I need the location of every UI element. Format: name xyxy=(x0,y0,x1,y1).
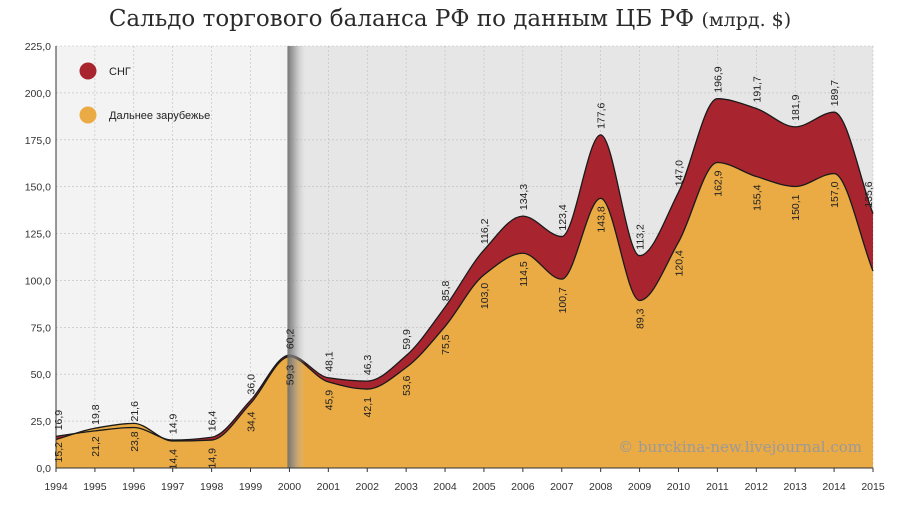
x-tick-label: 1994 xyxy=(44,481,68,493)
data-label-far-abroad: 34,4 xyxy=(246,411,258,432)
y-tick-label: 75,0 xyxy=(31,322,52,334)
y-tick-label: 175,0 xyxy=(25,135,51,147)
legend-label: СНГ xyxy=(109,66,131,78)
data-label-total: 135,6 xyxy=(863,181,875,207)
chart-title-unit: (млрд. $) xyxy=(701,9,792,31)
x-tick-label: 2007 xyxy=(550,481,574,493)
data-label-total: 196,9 xyxy=(712,66,724,92)
x-tick-label: 2008 xyxy=(589,481,613,493)
x-tick-label: 2012 xyxy=(745,481,769,493)
data-label-total: 19,8 xyxy=(90,404,102,425)
data-label-total: 191,7 xyxy=(751,76,763,102)
x-tick-label: 2001 xyxy=(317,481,341,493)
y-tick-label: 0,0 xyxy=(36,463,51,475)
data-label-far-abroad: 14,9 xyxy=(207,448,219,469)
x-tick-label: 1996 xyxy=(122,481,146,493)
data-label-total: 147,0 xyxy=(673,160,685,186)
series-area-far-abroad xyxy=(56,162,873,468)
legend-swatch xyxy=(79,62,97,80)
y-tick-label: 150,0 xyxy=(25,182,51,194)
legend-label: Дальнее зарубежье xyxy=(109,110,210,122)
data-label-total: 113,2 xyxy=(635,224,647,250)
data-label-far-abroad: 114,5 xyxy=(518,261,530,287)
data-label-far-abroad: 23,8 xyxy=(129,431,141,452)
data-label-total: 123,4 xyxy=(557,204,569,230)
data-label-total: 181,9 xyxy=(790,94,802,120)
x-tick-label: 2013 xyxy=(784,481,808,493)
data-label-far-abroad: 150,1 xyxy=(790,194,802,220)
data-label-total: 46,3 xyxy=(362,355,374,376)
data-label-far-abroad: 45,9 xyxy=(323,390,335,411)
chart-title-text: Сальдо торгового баланса РФ по данным ЦБ… xyxy=(108,6,695,32)
data-label-far-abroad: 143,8 xyxy=(596,206,608,232)
data-label-far-abroad: 120,4 xyxy=(673,250,685,276)
data-label-total: 85,8 xyxy=(440,280,452,301)
data-label-total: 59,9 xyxy=(401,329,413,350)
x-tick-label: 2004 xyxy=(433,481,457,493)
x-tick-label: 2000 xyxy=(278,481,302,493)
series-line-far-abroad xyxy=(55,161,874,442)
data-label-far-abroad: 42,1 xyxy=(362,397,374,418)
data-label-total: 177,6 xyxy=(596,102,608,128)
x-tick-label: 2011 xyxy=(706,481,729,493)
x-tick-label: 2003 xyxy=(394,481,418,493)
data-label-far-abroad: 21,2 xyxy=(90,436,102,457)
y-tick-label: 225,0 xyxy=(25,41,51,53)
data-label-far-abroad: 157,0 xyxy=(829,181,841,207)
data-label-total: 16,9 xyxy=(53,410,65,431)
x-tick-label: 2002 xyxy=(356,481,380,493)
legend-swatch xyxy=(79,106,97,124)
data-label-far-abroad: 14,4 xyxy=(168,449,180,470)
y-tick-label: 25,0 xyxy=(31,416,52,428)
x-tick-label: 1997 xyxy=(161,481,185,493)
data-label-far-abroad: 100,7 xyxy=(557,287,569,313)
data-label-far-abroad: 103,0 xyxy=(479,283,491,309)
x-tick-label: 2015 xyxy=(861,481,885,493)
data-label-total: 134,3 xyxy=(518,184,530,210)
x-tick-label: 2010 xyxy=(667,481,691,493)
x-tick-label: 2009 xyxy=(628,481,652,493)
data-label-far-abroad: 75,5 xyxy=(440,334,452,355)
x-tick-label: 2014 xyxy=(822,481,846,493)
data-label-total: 48,1 xyxy=(323,351,335,372)
series-line-total xyxy=(55,98,874,441)
chart-title: Сальдо торгового баланса РФ по данным ЦБ… xyxy=(0,6,900,32)
x-tick-label: 1999 xyxy=(239,481,263,493)
data-label-far-abroad: 15,2 xyxy=(53,442,65,463)
x-tick-label: 1995 xyxy=(83,481,107,493)
data-label-total: 14,9 xyxy=(168,413,180,434)
data-label-far-abroad: 155,4 xyxy=(751,184,763,210)
y-tick-label: 50,0 xyxy=(31,369,52,381)
data-label-total: 60,2 xyxy=(284,328,296,349)
x-tick-label: 2006 xyxy=(511,481,535,493)
data-label-far-abroad: 59,3 xyxy=(284,365,296,386)
data-label-far-abroad: 53,6 xyxy=(401,375,413,396)
data-label-total: 36,0 xyxy=(246,374,258,395)
data-label-total: 189,7 xyxy=(829,80,841,106)
period-separator xyxy=(287,46,306,468)
data-label-total: 21,6 xyxy=(129,401,141,422)
data-label-far-abroad: 89,3 xyxy=(635,308,647,329)
watermark: © burckina-new.livejournal.com xyxy=(618,438,862,456)
y-tick-label: 125,0 xyxy=(25,229,51,241)
x-tick-label: 1998 xyxy=(200,481,224,493)
data-label-far-abroad: 162,9 xyxy=(712,170,724,196)
data-label-total: 16,4 xyxy=(207,411,219,432)
y-tick-label: 100,0 xyxy=(25,275,51,287)
y-tick-label: 200,0 xyxy=(25,88,51,100)
data-label-total: 116,2 xyxy=(479,218,491,244)
x-tick-label: 2005 xyxy=(472,481,496,493)
